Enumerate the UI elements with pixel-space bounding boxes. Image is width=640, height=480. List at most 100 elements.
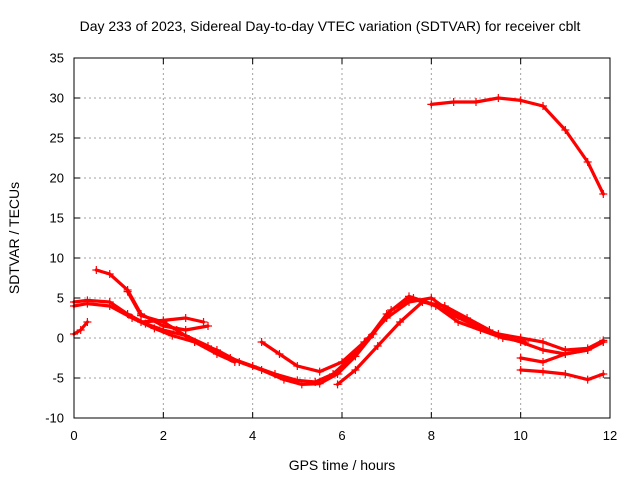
y-tick-label: -5 <box>52 371 64 386</box>
data-point <box>92 266 101 274</box>
data-point <box>150 324 159 333</box>
series-arc-11 <box>427 94 608 198</box>
series-arc-5 <box>137 314 208 326</box>
data-point <box>418 298 427 306</box>
data-point <box>599 370 608 378</box>
data-point <box>137 318 145 326</box>
data-point <box>279 375 288 384</box>
data-point <box>561 350 570 358</box>
data-point <box>315 379 324 388</box>
data-point <box>599 190 608 198</box>
data-point <box>76 326 85 334</box>
x-tick-label: 12 <box>603 428 617 443</box>
series-line <box>335 300 491 386</box>
y-tick-label: 35 <box>50 51 64 66</box>
data-point <box>516 96 525 105</box>
x-tick-label: 10 <box>513 428 527 443</box>
data-point <box>405 298 413 306</box>
x-tick-label: 8 <box>428 428 435 443</box>
data-point <box>338 358 346 366</box>
series-arc-4 <box>123 287 239 366</box>
data-point <box>105 302 114 310</box>
data-point <box>105 270 114 278</box>
data-point <box>454 318 463 326</box>
data-point <box>583 375 592 384</box>
data-point <box>561 370 570 378</box>
data-point <box>199 318 208 326</box>
data-point <box>382 314 391 322</box>
data-point <box>599 338 608 346</box>
data-point <box>230 358 239 366</box>
data-point <box>83 299 92 308</box>
data-point <box>539 338 547 346</box>
data-point <box>351 352 360 361</box>
data-point <box>333 380 342 389</box>
data-point <box>387 306 396 314</box>
y-tick-label: -10 <box>45 411 64 426</box>
data-point <box>539 367 547 376</box>
data-point <box>427 294 436 302</box>
data-point <box>123 287 132 296</box>
x-tick-label: 6 <box>338 428 345 443</box>
data-point <box>275 350 284 358</box>
data-point <box>351 366 360 374</box>
data-point <box>172 326 181 334</box>
data-point <box>168 331 177 340</box>
series-arc-10 <box>516 338 608 366</box>
ticks: 0 2 4 6 8 10 12 -10 -5 0 5 10 15 20 25 30 35 <box>45 51 617 444</box>
y-tick-label: 20 <box>50 171 64 186</box>
data-point <box>539 102 547 110</box>
data-point <box>257 338 266 346</box>
data-point <box>516 366 525 374</box>
x-tick-label: 4 <box>249 428 256 443</box>
data-point <box>159 316 168 325</box>
data-point <box>333 370 342 378</box>
data-point <box>293 362 302 370</box>
series-arc-6 <box>70 318 92 338</box>
data-point <box>396 318 405 326</box>
y-tick-label: 0 <box>57 331 64 346</box>
data-point <box>539 358 547 366</box>
plot-frame <box>73 57 611 419</box>
data-point <box>561 126 570 134</box>
data-point <box>315 367 324 376</box>
series-arc-9 <box>516 366 608 384</box>
series-line <box>72 296 527 386</box>
data-point <box>427 100 436 109</box>
chart-title: Day 233 of 2023, Sidereal Day-to-day VTE… <box>80 18 581 34</box>
series-group <box>70 94 608 389</box>
y-tick-label: 10 <box>50 251 64 266</box>
data-point <box>583 346 592 354</box>
series-line <box>260 296 605 374</box>
x-tick-label: 2 <box>160 428 167 443</box>
y-tick-label: 5 <box>57 291 64 306</box>
data-point <box>204 322 212 330</box>
series-line <box>429 96 605 196</box>
data-point <box>494 94 503 102</box>
x-tick-label: 0 <box>70 428 77 443</box>
y-tick-label: 25 <box>50 131 64 146</box>
y-axis-label: SDTVAR / TECUs <box>6 182 22 294</box>
x-axis-label: GPS time / hours <box>289 457 396 473</box>
data-point <box>297 380 306 389</box>
data-point <box>472 98 480 106</box>
data-point <box>463 314 472 322</box>
data-point <box>257 366 266 374</box>
data-point <box>181 314 190 322</box>
data-point <box>190 338 199 346</box>
data-point <box>485 326 494 334</box>
data-point <box>181 326 190 334</box>
series-arc-8 <box>333 298 494 389</box>
y-tick-label: 30 <box>50 91 64 106</box>
series-line <box>139 316 206 324</box>
y-tick-label: 15 <box>50 211 64 226</box>
data-point <box>440 302 449 310</box>
data-point <box>516 334 525 342</box>
data-point <box>128 314 137 322</box>
data-point <box>373 342 382 350</box>
data-point <box>360 338 369 346</box>
data-point <box>449 98 458 106</box>
data-point <box>83 318 92 326</box>
data-point <box>494 330 503 338</box>
